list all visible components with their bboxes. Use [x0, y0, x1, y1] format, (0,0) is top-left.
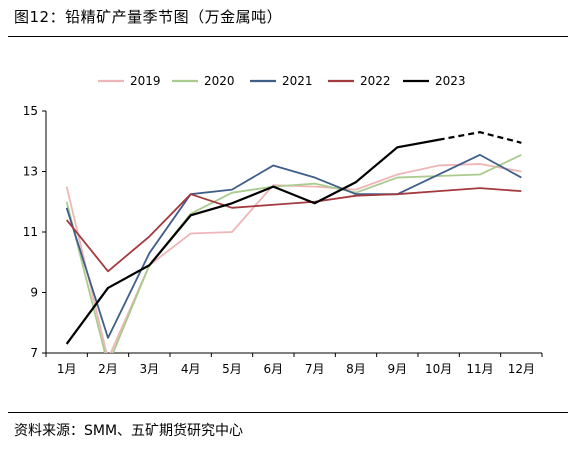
- x-tick-label: 8月: [346, 362, 366, 376]
- legend-label-2020: 2020: [204, 74, 235, 88]
- y-tick-label: 11: [23, 225, 38, 239]
- y-tick-label: 9: [30, 286, 38, 300]
- x-tick-label: 10月: [425, 362, 452, 376]
- legend-label-2019: 2019: [130, 74, 161, 88]
- series-line-2021: [65, 153, 522, 339]
- x-tick-label: 2月: [98, 362, 118, 376]
- x-tick-label: 1月: [57, 362, 77, 376]
- x-tick-label: 12月: [508, 362, 535, 376]
- title-rule: [8, 36, 568, 37]
- x-tick-label: 9月: [388, 362, 408, 376]
- x-tick-label: 11月: [466, 362, 493, 376]
- x-tick-label: 6月: [264, 362, 284, 376]
- x-tick-label: 5月: [222, 362, 242, 376]
- y-tick-label: 7: [30, 346, 38, 360]
- series-line-2023: [65, 138, 439, 345]
- x-tick-label: 3月: [140, 362, 160, 376]
- series-line-2019: [65, 163, 522, 353]
- y-tick-label: 13: [23, 165, 38, 179]
- legend-label-2021: 2021: [282, 74, 313, 88]
- chart-title: 图12：铅精矿产量季节图（万金属吨）: [14, 8, 283, 26]
- y-tick-label: 15: [23, 104, 38, 118]
- series-line-2022: [65, 187, 522, 273]
- source-rule: [8, 412, 568, 413]
- source-note: 资料来源：SMM、五矿期货研究中心: [14, 423, 244, 439]
- x-tick-label: 4月: [181, 362, 201, 376]
- x-tick-label: 7月: [305, 362, 325, 376]
- series-line-2020: [65, 154, 522, 353]
- series-line-2023-forecast: [438, 131, 522, 144]
- legend-label-2022: 2022: [360, 74, 391, 88]
- legend-label-2023: 2023: [435, 74, 466, 88]
